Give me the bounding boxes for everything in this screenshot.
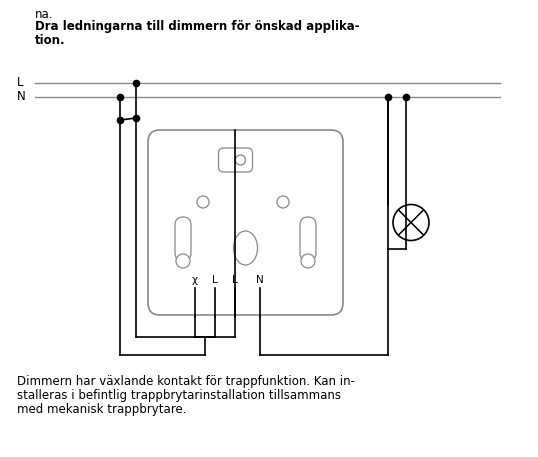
- Circle shape: [197, 196, 209, 208]
- Ellipse shape: [233, 231, 258, 265]
- Circle shape: [236, 155, 245, 165]
- FancyBboxPatch shape: [300, 217, 316, 261]
- FancyBboxPatch shape: [175, 217, 191, 261]
- Text: med mekanisk trappbrytare.: med mekanisk trappbrytare.: [17, 403, 187, 416]
- Text: na.: na.: [35, 8, 53, 21]
- Circle shape: [301, 254, 315, 268]
- Text: L: L: [212, 275, 218, 285]
- FancyBboxPatch shape: [218, 148, 252, 172]
- Text: L: L: [17, 76, 24, 90]
- Text: N: N: [17, 90, 26, 103]
- Text: N: N: [256, 275, 264, 285]
- Text: Dimmern har växlande kontakt för trappfunktion. Kan in-: Dimmern har växlande kontakt för trappfu…: [17, 375, 355, 388]
- Circle shape: [393, 204, 429, 240]
- Circle shape: [176, 254, 190, 268]
- Circle shape: [277, 196, 289, 208]
- Text: tion.: tion.: [35, 34, 66, 47]
- FancyBboxPatch shape: [148, 130, 343, 315]
- Text: χ: χ: [192, 275, 198, 285]
- Text: stalleras i befintlig trappbrytarinstallation tillsammans: stalleras i befintlig trappbrytarinstall…: [17, 389, 341, 402]
- Text: Dra ledningarna till dimmern för önskad applika-: Dra ledningarna till dimmern för önskad …: [35, 20, 359, 33]
- Text: L: L: [232, 275, 238, 285]
